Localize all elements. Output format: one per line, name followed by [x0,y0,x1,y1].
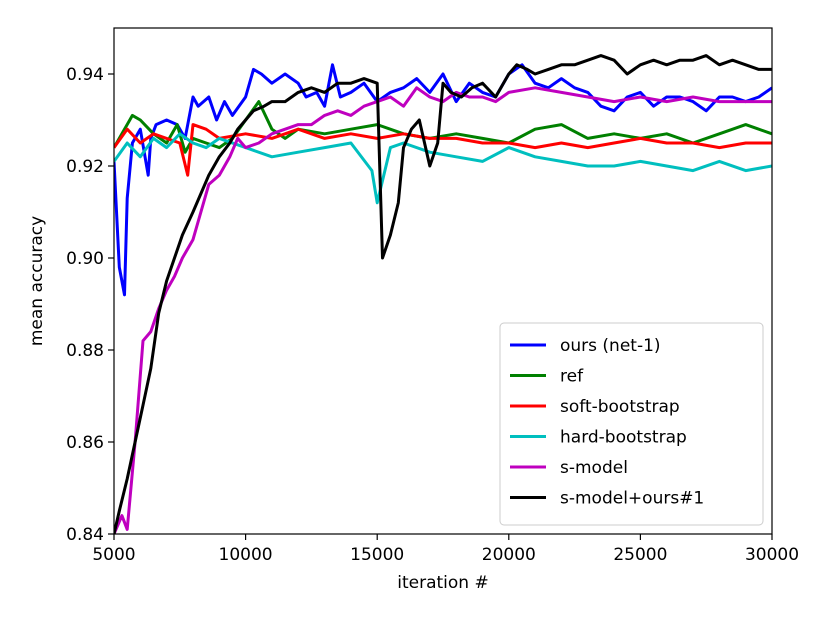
series-line-6 [114,54,772,534]
y-tick-label: 0.92 [66,157,104,177]
y-tick-label: 0.94 [66,65,104,85]
series-layer [114,54,772,534]
legend-label: ours (net-1) [560,336,661,356]
x-tick-label: 25000 [613,545,667,565]
legend-label: s-model+ours#1 [560,489,704,509]
x-tick-label: 10000 [219,545,273,565]
series-line-3 [114,123,772,177]
series-line-4 [114,132,772,205]
y-axis-label: mean accuracy [27,216,47,346]
x-tick-label: 15000 [350,545,404,565]
series-line-5 [114,86,772,534]
x-axis-label: iteration # [397,573,488,593]
x-tick-label: 20000 [482,545,536,565]
y-tick-label: 0.88 [66,341,104,361]
y-tick-label: 0.86 [66,433,104,453]
series-line-2 [114,100,772,154]
legend-label: soft-bootstrap [560,397,680,417]
legend-box [499,322,764,526]
x-tick-label: 30000 [745,545,799,565]
legend-label: ref [560,367,584,387]
legend: ours (net-1) ref soft-bootstrap hard-bootst… [499,322,764,526]
axes-layer: 5000 10000 15000 20000 25000 30000 0.84 0.86 0.8… [66,27,799,565]
plot-frame [113,27,773,535]
y-tick-label: 0.84 [66,525,104,545]
legend-label: hard-bootstrap [560,428,687,448]
x-tick-label: 5000 [92,545,135,565]
y-tick-label: 0.90 [66,249,104,269]
legend-label: s-model [560,458,628,478]
